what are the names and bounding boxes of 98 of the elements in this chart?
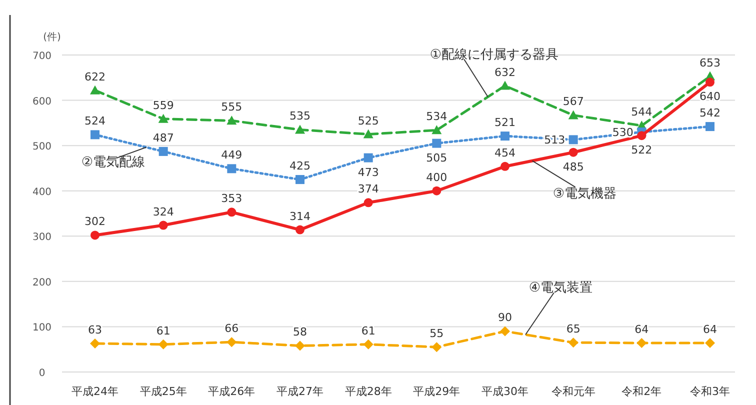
x-tick-label: 平成29年 xyxy=(413,385,460,398)
data-label: 525 xyxy=(358,114,379,128)
point xyxy=(432,342,442,352)
point xyxy=(500,80,510,90)
x-tick-label: 令和元年 xyxy=(551,385,596,398)
point xyxy=(705,338,715,348)
point xyxy=(568,135,578,144)
y-tick-label: 200 xyxy=(32,277,52,288)
point xyxy=(432,125,442,134)
data-label: 302 xyxy=(84,215,106,228)
data-label: 64 xyxy=(634,323,649,336)
x-tick-label: 令和3年 xyxy=(690,385,730,398)
data-label: 65 xyxy=(566,322,580,336)
y-tick-label: 500 xyxy=(32,142,52,153)
y-tick-label: 300 xyxy=(32,232,52,244)
x-tick-label: 平成24年 xyxy=(72,385,118,398)
x-tick-label: 平成25年 xyxy=(140,385,187,398)
data-label: 632 xyxy=(494,66,516,79)
x-tick-label: 平成30年 xyxy=(482,385,528,398)
data-label: 374 xyxy=(358,182,379,196)
point xyxy=(227,164,236,174)
point xyxy=(636,338,647,348)
point xyxy=(296,225,304,234)
point xyxy=(90,130,100,140)
y-tick-label: 0 xyxy=(38,368,46,379)
point xyxy=(706,78,714,87)
point xyxy=(364,198,373,208)
data-label: 487 xyxy=(152,131,174,144)
data-label: 524 xyxy=(84,114,106,128)
y-tick-label: 700 xyxy=(32,51,52,62)
point xyxy=(296,175,304,184)
data-label: 454 xyxy=(494,146,516,160)
data-label: 622 xyxy=(84,70,106,84)
x-tick-label: 平成28年 xyxy=(344,385,392,398)
point xyxy=(500,132,510,141)
data-label: 522 xyxy=(631,144,652,157)
series-label: ②電気配線 xyxy=(81,154,145,170)
point xyxy=(432,138,442,148)
data-label: 90 xyxy=(498,311,512,324)
point xyxy=(568,110,578,120)
data-label: 521 xyxy=(494,116,516,130)
data-label: 473 xyxy=(358,166,379,179)
x-tick-label: 令和2年 xyxy=(622,385,662,398)
y-tick-label: 100 xyxy=(32,322,52,334)
text: ③電気機器 xyxy=(552,186,616,202)
data-label: 534 xyxy=(426,110,448,124)
point xyxy=(227,208,236,217)
x-tick-label: 平成27年 xyxy=(276,385,324,398)
point xyxy=(363,129,374,138)
data-label: 485 xyxy=(562,160,584,174)
y-tick-label: 600 xyxy=(32,96,52,108)
point xyxy=(158,220,168,230)
data-label: 449 xyxy=(221,148,242,162)
point xyxy=(432,186,442,196)
data-label: 555 xyxy=(221,100,242,114)
data-label: 63 xyxy=(88,323,102,336)
data-label: 653 xyxy=(700,56,720,70)
data-label: 58 xyxy=(293,326,307,339)
data-label: 314 xyxy=(290,210,310,223)
point xyxy=(637,131,646,140)
point xyxy=(158,146,168,156)
data-label: 542 xyxy=(700,106,720,120)
point xyxy=(90,230,100,240)
point xyxy=(295,340,305,351)
y-axis-title: (件) xyxy=(43,32,61,43)
point xyxy=(158,339,168,350)
point xyxy=(364,153,373,162)
data-label: 64 xyxy=(703,323,717,336)
data-label: 640 xyxy=(700,90,720,104)
point xyxy=(158,114,168,123)
point xyxy=(500,162,510,171)
point xyxy=(363,339,374,350)
data-label: 61 xyxy=(361,324,376,338)
point xyxy=(706,122,714,132)
point xyxy=(226,116,237,125)
text: ①配線に付属する器具 xyxy=(430,48,558,63)
data-label: 55 xyxy=(430,327,444,340)
data-label: 353 xyxy=(221,192,242,206)
y-tick-label: 400 xyxy=(32,186,52,198)
data-label: 425 xyxy=(290,160,310,173)
data-label: 400 xyxy=(426,170,448,184)
point xyxy=(295,124,305,134)
data-label: 61 xyxy=(156,324,170,338)
data-label: 324 xyxy=(152,205,174,218)
point xyxy=(500,326,510,336)
data-label: 505 xyxy=(426,151,448,164)
point xyxy=(568,148,578,157)
data-label: 559 xyxy=(152,98,174,112)
point xyxy=(568,338,578,348)
point xyxy=(90,85,100,94)
data-label: 66 xyxy=(224,322,239,336)
text: ④電気装置 xyxy=(528,280,593,296)
point xyxy=(226,337,237,348)
data-label: 535 xyxy=(290,110,310,123)
point xyxy=(90,338,100,348)
data-label: 567 xyxy=(562,95,584,108)
x-tick-label: 平成26年 xyxy=(208,385,256,398)
data-label: 544 xyxy=(631,106,652,119)
